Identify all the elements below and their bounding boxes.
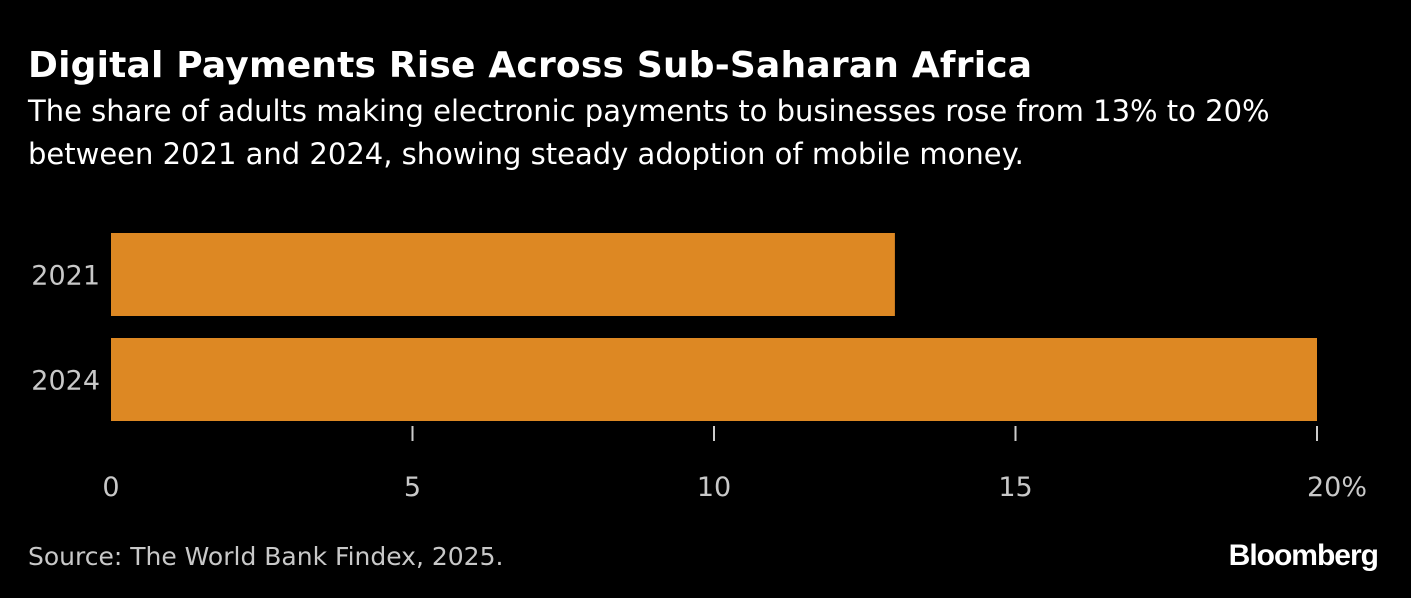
category-label-2021: 2021 — [31, 261, 100, 292]
source-note: Source: The World Bank Findex, 2025. — [28, 542, 504, 571]
chart-title: Digital Payments Rise Across Sub-Saharan… — [28, 45, 1033, 86]
category-label-2024: 2024 — [31, 366, 100, 397]
chart-subtitle: The share of adults making electronic pa… — [28, 94, 1270, 171]
bar-2021 — [111, 233, 895, 316]
x-tick-label-0: 0 — [102, 472, 119, 503]
bloomberg-logo: Bloomberg — [1228, 539, 1379, 572]
x-tick-label-20: 20% — [1307, 472, 1367, 503]
x-tick-label-15: 15 — [998, 472, 1032, 503]
x-tick-label-10: 10 — [697, 472, 731, 503]
bar-2024 — [111, 338, 1317, 421]
x-tick-label-5: 5 — [404, 472, 421, 503]
